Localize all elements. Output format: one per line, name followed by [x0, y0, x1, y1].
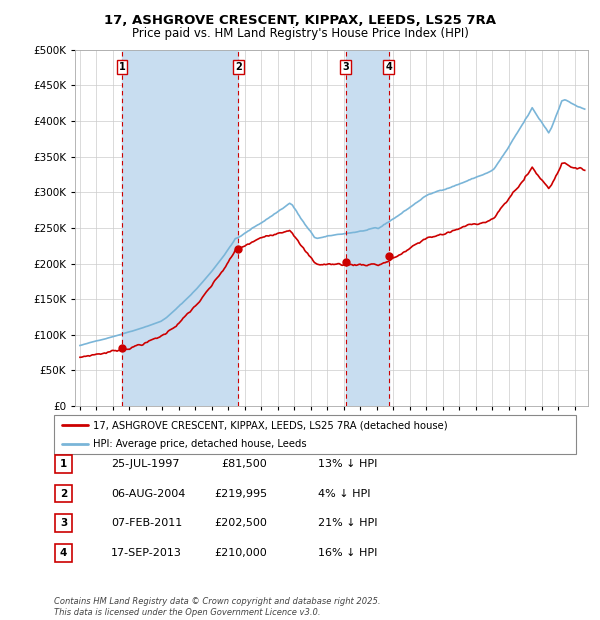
Text: 3: 3 — [342, 63, 349, 73]
Text: £202,500: £202,500 — [214, 518, 267, 528]
Text: 2: 2 — [235, 63, 242, 73]
Text: £210,000: £210,000 — [214, 548, 267, 558]
Text: 4: 4 — [385, 63, 392, 73]
Text: 1: 1 — [119, 63, 125, 73]
Text: Price paid vs. HM Land Registry's House Price Index (HPI): Price paid vs. HM Land Registry's House … — [131, 27, 469, 40]
Text: 07-FEB-2011: 07-FEB-2011 — [111, 518, 182, 528]
Bar — [346, 50, 389, 406]
Bar — [122, 50, 238, 406]
Text: 06-AUG-2004: 06-AUG-2004 — [111, 489, 185, 498]
Text: 17, ASHGROVE CRESCENT, KIPPAX, LEEDS, LS25 7RA (detached house): 17, ASHGROVE CRESCENT, KIPPAX, LEEDS, LS… — [93, 420, 448, 430]
Text: HPI: Average price, detached house, Leeds: HPI: Average price, detached house, Leed… — [93, 439, 307, 449]
Text: £219,995: £219,995 — [214, 489, 267, 498]
Text: Contains HM Land Registry data © Crown copyright and database right 2025.
This d: Contains HM Land Registry data © Crown c… — [54, 598, 380, 617]
Text: 25-JUL-1997: 25-JUL-1997 — [111, 459, 179, 469]
Text: £81,500: £81,500 — [221, 459, 267, 469]
Text: 2: 2 — [60, 489, 67, 498]
Text: 1: 1 — [60, 459, 67, 469]
Text: 16% ↓ HPI: 16% ↓ HPI — [318, 548, 377, 558]
Text: 3: 3 — [60, 518, 67, 528]
Text: 17-SEP-2013: 17-SEP-2013 — [111, 548, 182, 558]
Text: 13% ↓ HPI: 13% ↓ HPI — [318, 459, 377, 469]
Text: 21% ↓ HPI: 21% ↓ HPI — [318, 518, 377, 528]
Text: 17, ASHGROVE CRESCENT, KIPPAX, LEEDS, LS25 7RA: 17, ASHGROVE CRESCENT, KIPPAX, LEEDS, LS… — [104, 14, 496, 27]
Text: 4: 4 — [60, 548, 67, 558]
Text: 4% ↓ HPI: 4% ↓ HPI — [318, 489, 371, 498]
